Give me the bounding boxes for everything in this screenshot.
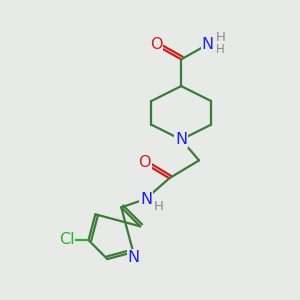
Text: H: H — [216, 43, 225, 56]
Text: O: O — [138, 155, 151, 170]
Text: N: N — [175, 132, 187, 147]
Text: H: H — [154, 200, 164, 213]
Text: N: N — [201, 37, 213, 52]
Text: H: H — [215, 31, 225, 44]
Text: Cl: Cl — [59, 232, 75, 247]
Text: N: N — [128, 250, 140, 265]
Text: N: N — [140, 192, 152, 207]
Text: O: O — [150, 37, 162, 52]
